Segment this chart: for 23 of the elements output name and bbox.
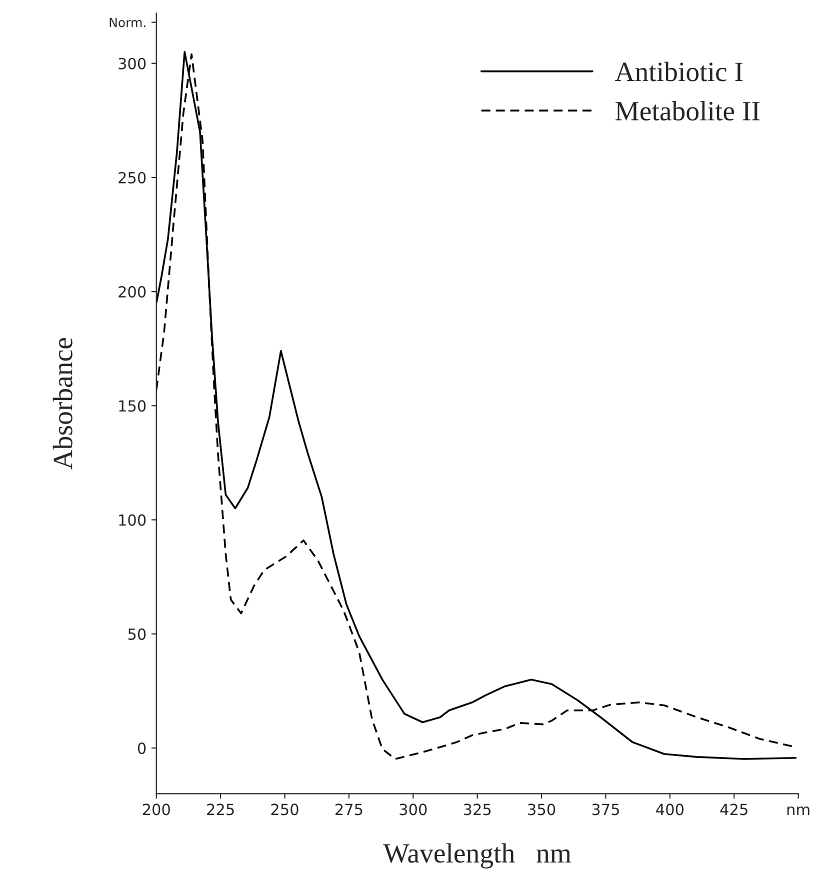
x-tick-label: 300 <box>400 804 427 816</box>
legend-label: Metabolite II <box>615 100 760 121</box>
y-tick-label: 150 <box>119 400 146 412</box>
x-tick-label: 350 <box>528 804 556 816</box>
y-tick-label: Norm. <box>110 18 146 28</box>
y-tick-label: 200 <box>118 286 146 298</box>
x-tick-label: 425 <box>720 804 748 816</box>
y-tick-label: 50 <box>128 628 146 640</box>
y-tick-label: 0 <box>138 742 146 754</box>
x-tick-label: 400 <box>656 804 684 816</box>
y-tick-label: 300 <box>118 58 146 70</box>
y-axis-title: Absorbance <box>52 338 72 470</box>
legend-label: Antibiotic I <box>614 62 743 82</box>
x-tick-label: 375 <box>592 804 619 816</box>
x-tick-label: 325 <box>464 804 491 816</box>
x-tick-label: 200 <box>142 804 170 816</box>
x-tick-label: 250 <box>271 804 298 816</box>
x-axis-title: Wavelength nm <box>383 843 572 868</box>
x-tick-label: 225 <box>207 804 234 816</box>
x-tick-label: 275 <box>335 804 362 816</box>
x-tick-label: nm <box>787 806 810 816</box>
y-tick-label: 100 <box>119 514 146 526</box>
y-tick-label: 250 <box>118 172 146 184</box>
